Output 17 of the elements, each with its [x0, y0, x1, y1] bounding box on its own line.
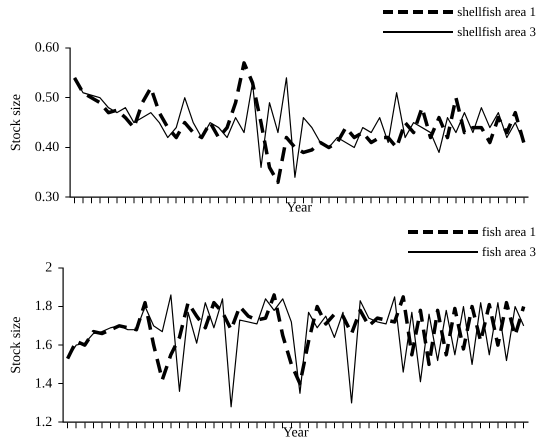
y-axis-title: Stock size — [9, 316, 24, 374]
legend-label: fish area 1 — [482, 224, 536, 240]
y-tick-label: 1.4 — [34, 376, 52, 392]
legend-label: shellfish area 3 — [457, 24, 536, 40]
y-tick-label: 1.8 — [34, 299, 52, 314]
y-axis-title: Stock size — [9, 94, 24, 152]
x-axis-title: Year — [286, 200, 312, 216]
y-tick-label: 0.50 — [34, 90, 60, 106]
y-tick-label: 0.40 — [34, 140, 60, 156]
y-tick-label: 2 — [45, 260, 52, 276]
y-tick-label: 1.6 — [34, 338, 52, 353]
y-tick-label: 1.2 — [34, 414, 52, 430]
y-tick-label: 0.30 — [34, 190, 60, 205]
y-tick-label: 0.60 — [34, 40, 60, 56]
legend-label: fish area 3 — [482, 244, 536, 260]
x-axis-title: Year — [282, 425, 309, 440]
legend-label: shellfish area 1 — [457, 4, 536, 20]
